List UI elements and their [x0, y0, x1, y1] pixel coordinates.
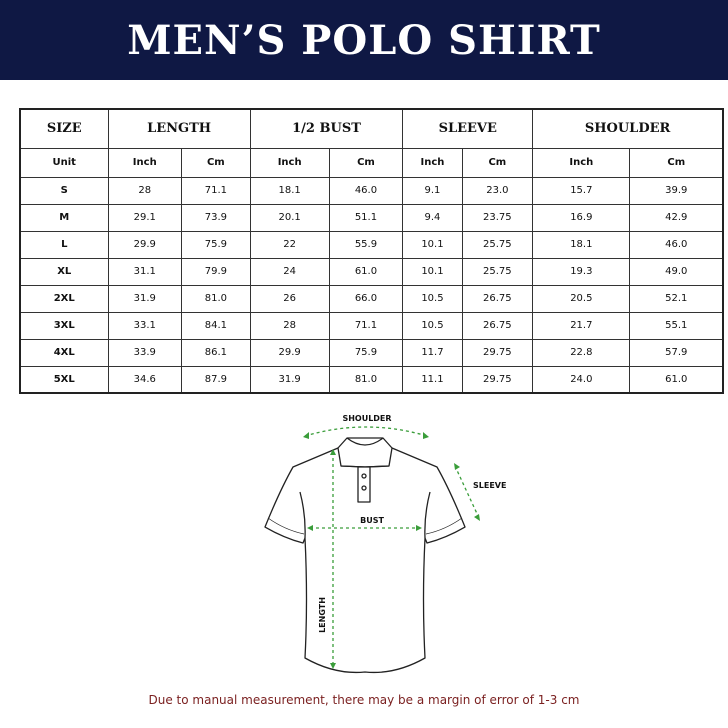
value-cell: 71.1 [181, 176, 251, 205]
value-cell: 18.1 [249, 176, 330, 205]
measurement-note: Due to manual measurement, there may be … [148, 693, 580, 707]
unit-cell: Inch [107, 147, 182, 178]
table-row: S 28 71.1 18.1 46.0 9.1 23.0 15.7 39.9 [19, 176, 724, 205]
header-row: SIZE LENGTH 1/2 BUST SLEEVE SHOULDER [19, 108, 724, 149]
size-cell: L [19, 230, 109, 259]
size-cell: 2XL [19, 284, 109, 313]
value-cell: 86.1 [181, 338, 251, 367]
unit-cell: Inch [532, 147, 631, 178]
size-cell: 3XL [19, 311, 109, 340]
value-cell: 46.0 [328, 176, 404, 205]
table-row: M 29.1 73.9 20.1 51.1 9.4 23.75 16.9 42.9 [19, 203, 724, 232]
value-cell: 26.75 [461, 284, 534, 313]
value-cell: 33.1 [107, 311, 182, 340]
value-cell: 23.75 [461, 203, 534, 232]
title-banner: MEN’S POLO SHIRT [0, 0, 728, 80]
value-cell: 24 [249, 257, 330, 286]
shoulder-label: SHOULDER [342, 414, 391, 423]
table-row: 4XL 33.9 86.1 29.9 75.9 11.7 29.75 22.8 57.9 [19, 338, 724, 367]
value-cell: 33.9 [107, 338, 182, 367]
page-title: MEN’S POLO SHIRT [127, 16, 601, 64]
size-cell: M [19, 203, 109, 232]
measurement-arrows [304, 426, 480, 666]
value-cell: 46.0 [629, 230, 724, 259]
value-cell: 28 [107, 176, 182, 205]
value-cell: 52.1 [629, 284, 724, 313]
header-length: LENGTH [107, 108, 251, 149]
size-cell: 5XL [19, 365, 109, 394]
value-cell: 16.9 [532, 203, 631, 232]
shoulder-arrow [304, 426, 428, 437]
value-cell: 31.1 [107, 257, 182, 286]
value-cell: 31.9 [249, 365, 330, 394]
value-cell: 81.0 [328, 365, 404, 394]
unit-cell: Unit [19, 147, 109, 178]
value-cell: 9.1 [402, 176, 463, 205]
size-cell: S [19, 176, 109, 205]
table-row: L 29.9 75.9 22 55.9 10.1 25.75 18.1 46.0 [19, 230, 724, 259]
value-cell: 55.1 [629, 311, 724, 340]
value-cell: 75.9 [328, 338, 404, 367]
value-cell: 11.7 [402, 338, 463, 367]
unit-cell: Cm [328, 147, 404, 178]
value-cell: 15.7 [532, 176, 631, 205]
unit-row: Unit Inch Cm Inch Cm Inch Cm Inch Cm [19, 147, 724, 178]
value-cell: 55.9 [328, 230, 404, 259]
sleeve-label: SLEEVE [473, 481, 506, 490]
unit-cell: Cm [629, 147, 724, 178]
header-size: SIZE [19, 108, 109, 149]
value-cell: 39.9 [629, 176, 724, 205]
value-cell: 34.6 [107, 365, 182, 394]
value-cell: 22.8 [532, 338, 631, 367]
value-cell: 66.0 [328, 284, 404, 313]
value-cell: 87.9 [181, 365, 251, 394]
table-row: 3XL 33.1 84.1 28 71.1 10.5 26.75 21.7 55.1 [19, 311, 724, 340]
value-cell: 10.1 [402, 257, 463, 286]
bust-label: BUST [360, 516, 384, 525]
length-label: LENGTH [318, 597, 327, 633]
value-cell: 10.5 [402, 284, 463, 313]
size-cell: 4XL [19, 338, 109, 367]
value-cell: 20.1 [249, 203, 330, 232]
value-cell: 29.75 [461, 365, 534, 394]
size-chart-table: SIZE LENGTH 1/2 BUST SLEEVE SHOULDER Uni… [19, 108, 724, 394]
value-cell: 29.75 [461, 338, 534, 367]
value-cell: 11.1 [402, 365, 463, 394]
value-cell: 24.0 [532, 365, 631, 394]
unit-cell: Inch [402, 147, 463, 178]
value-cell: 71.1 [328, 311, 404, 340]
value-cell: 42.9 [629, 203, 724, 232]
value-cell: 61.0 [629, 365, 724, 394]
table-row: 5XL 34.6 87.9 31.9 81.0 11.1 29.75 24.0 61.0 [19, 365, 724, 394]
header-shoulder: SHOULDER [532, 108, 724, 149]
value-cell: 9.4 [402, 203, 463, 232]
table-row: XL 31.1 79.9 24 61.0 10.1 25.75 19.3 49.0 [19, 257, 724, 286]
value-cell: 22 [249, 230, 330, 259]
value-cell: 81.0 [181, 284, 251, 313]
value-cell: 19.3 [532, 257, 631, 286]
polo-shirt-outline [264, 437, 466, 674]
value-cell: 31.9 [107, 284, 182, 313]
